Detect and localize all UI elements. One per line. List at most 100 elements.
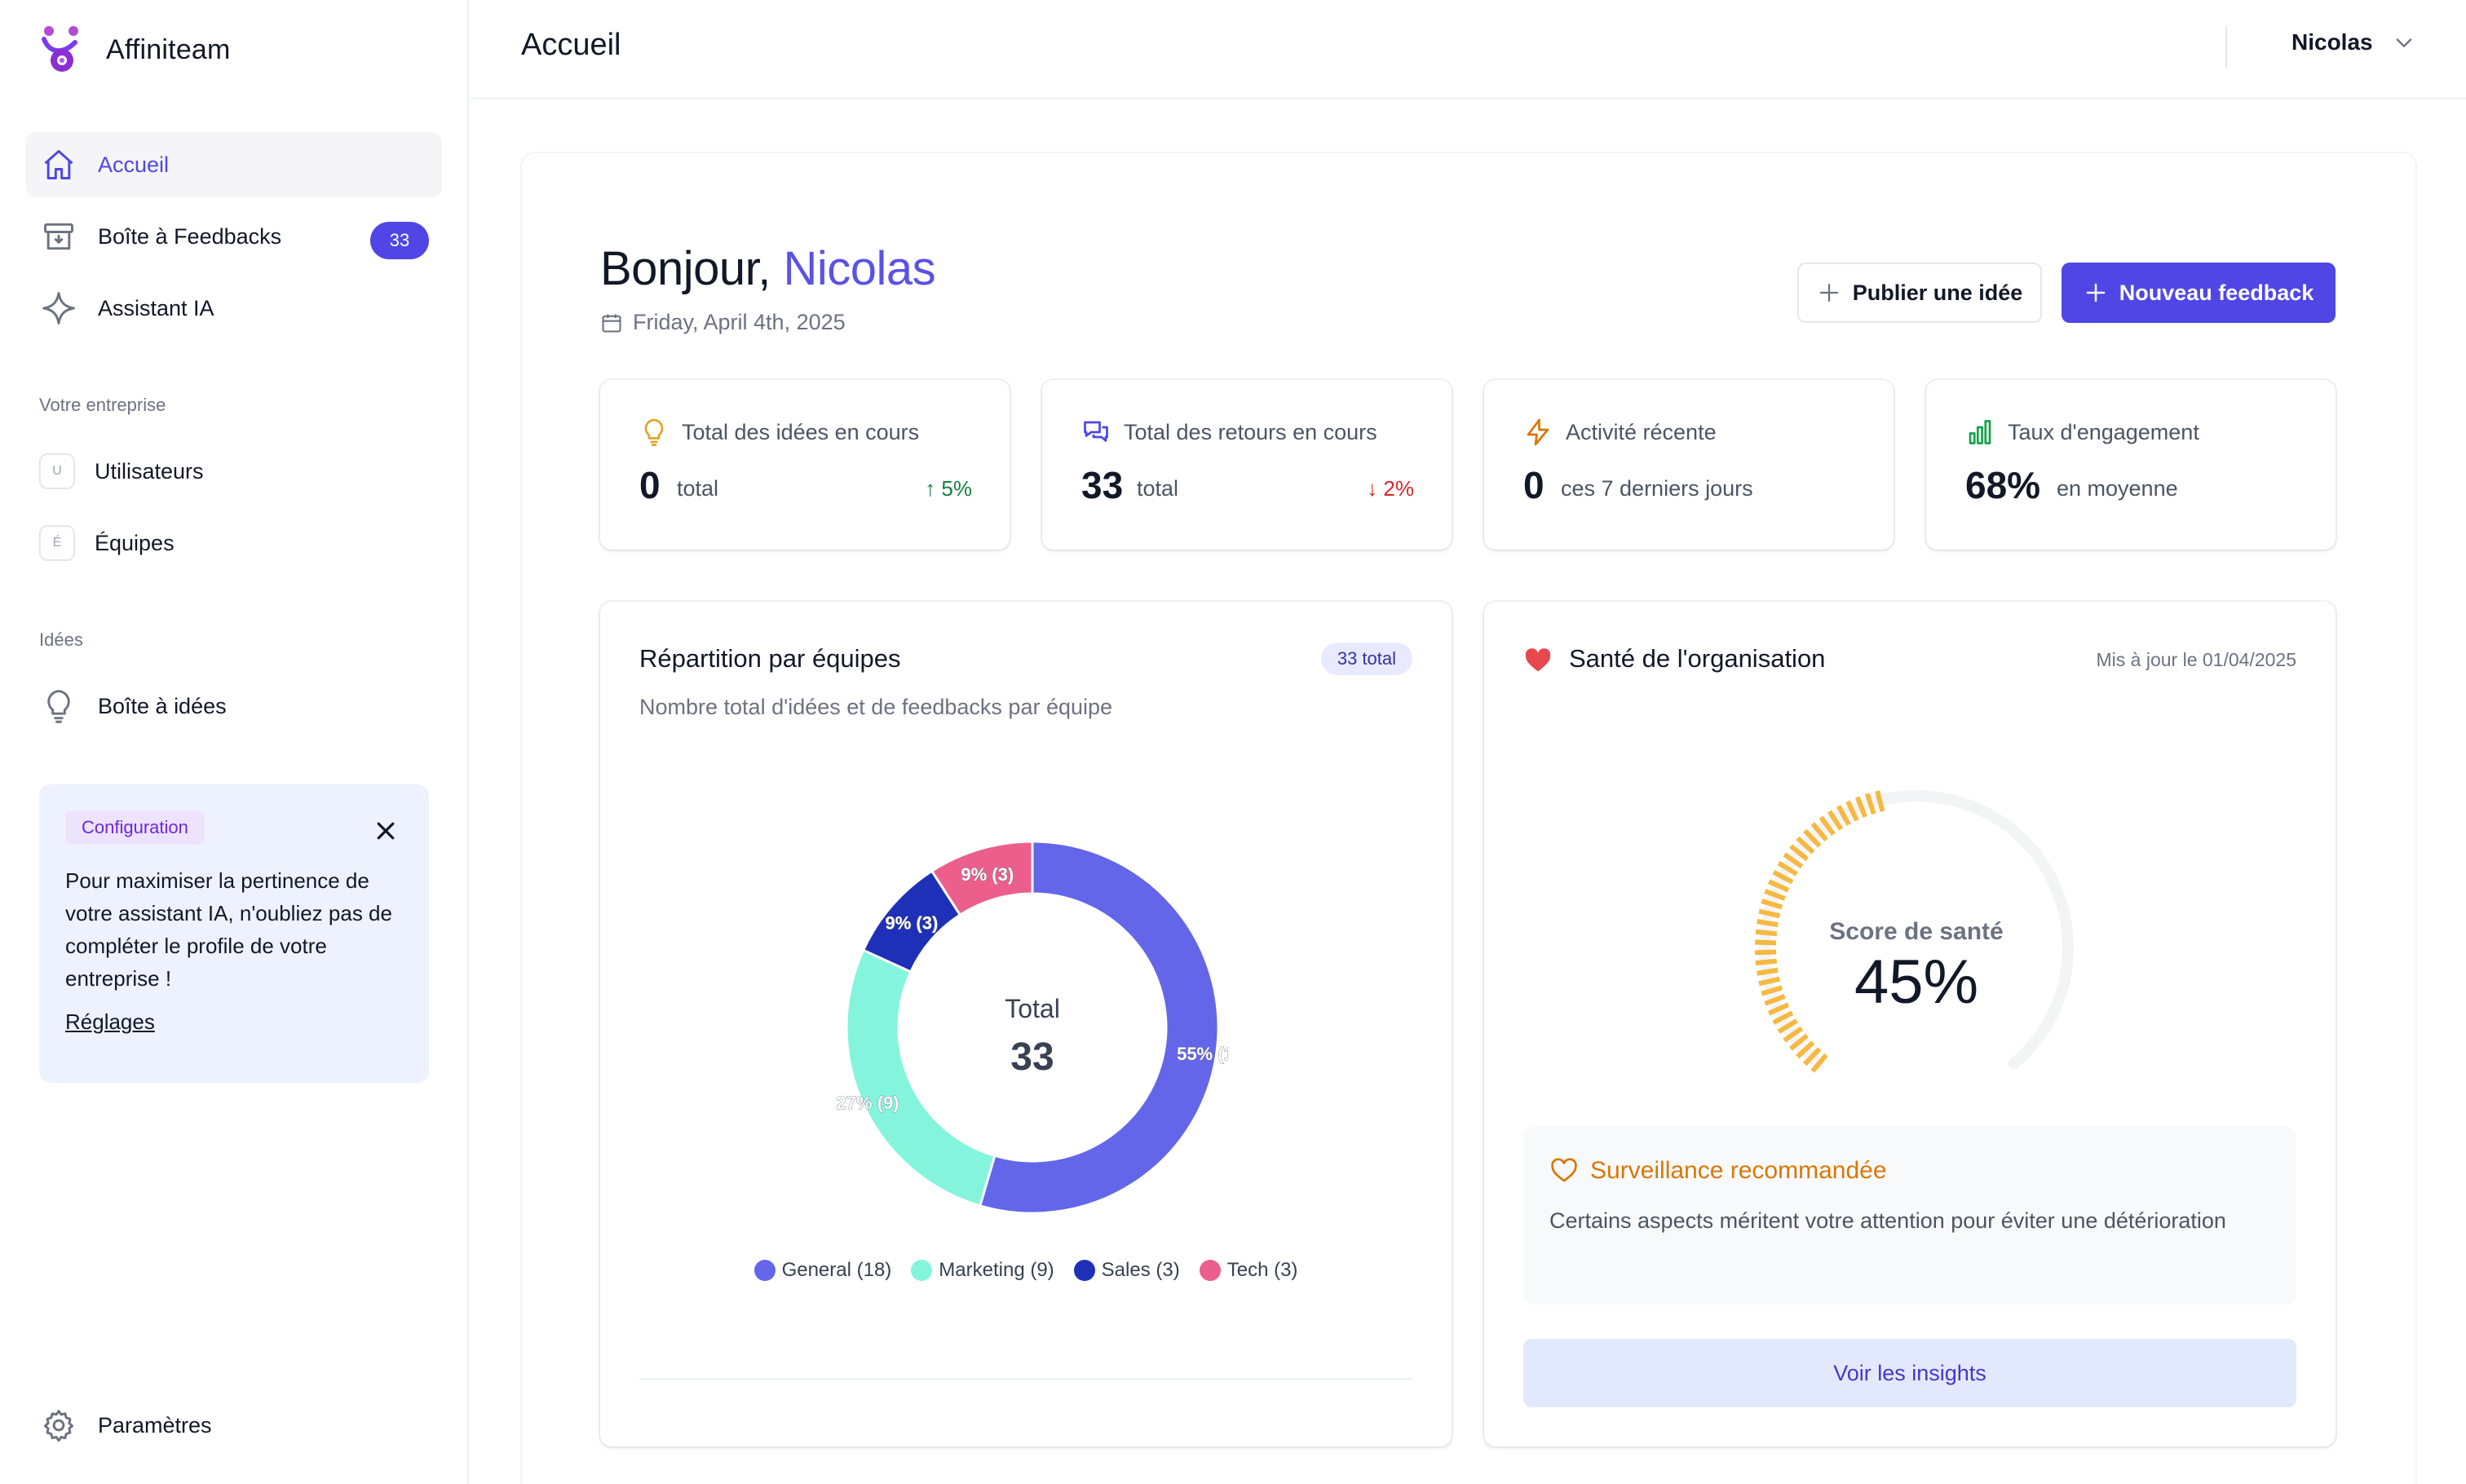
plus-icon xyxy=(2086,283,2105,303)
gauge-svg: Score de santé 45% xyxy=(1755,790,2074,1073)
stat-value: 68% xyxy=(1965,464,2041,506)
gauge-tick xyxy=(1777,1018,1798,1034)
sidebar-item-teams[interactable]: É Équipes xyxy=(26,510,442,576)
lightbulb-icon xyxy=(39,687,78,726)
donut-slice-tech[interactable] xyxy=(930,840,1034,917)
gauge-tick xyxy=(1796,1040,1815,1059)
gauge-tick xyxy=(1761,985,1783,996)
gauge-tick xyxy=(1783,852,1804,869)
stat-unit: total xyxy=(677,476,719,501)
health-gauge: Score de santé 45% xyxy=(1745,776,2088,1119)
publish-idea-button[interactable]: Publier une idée xyxy=(1797,263,2042,323)
legend-swatch xyxy=(754,1260,776,1281)
stat-unit: ces 7 derniers jours xyxy=(1561,476,1753,501)
sidebar-item-label: Boîte à idées xyxy=(98,693,227,718)
card-title: Santé de l'organisation xyxy=(1569,644,1826,673)
chat-icon xyxy=(1084,421,1108,442)
sidebar-item-accueil[interactable]: Accueil xyxy=(26,132,442,197)
donut-label-sales: 9% (3) xyxy=(885,913,938,934)
gauge-tick xyxy=(1864,793,1876,815)
donut-label-marketing: 27% (9) xyxy=(837,1093,899,1113)
sidebar-item-label: Équipes xyxy=(95,530,175,555)
sidebar-item-feedbacks[interactable]: Boîte à Feedbacks 33 xyxy=(26,204,442,269)
view-insights-button[interactable]: Voir les insights xyxy=(1523,1339,2296,1407)
user-menu[interactable]: Nicolas xyxy=(2291,29,2415,55)
stat-card-engagement: Taux d'engagement 68% en moyenne xyxy=(1926,380,2336,550)
score-label: Score de santé xyxy=(1829,918,2003,945)
gauge-tick xyxy=(1783,1026,1804,1043)
close-icon[interactable] xyxy=(373,819,398,843)
stat-label: Activité récente xyxy=(1566,419,1717,444)
donut-label-general: 55% (18) xyxy=(1177,1044,1228,1064)
gear-icon xyxy=(39,1406,78,1445)
greeting: Bonjour, Nicolas xyxy=(600,241,936,296)
gauge-tick xyxy=(1764,889,1786,901)
users-letter-icon: U xyxy=(39,453,75,489)
calendar-icon xyxy=(602,314,621,333)
configuration-text: Pour maximiser la pertinence de votre as… xyxy=(65,868,392,991)
page-title: Accueil xyxy=(521,28,621,62)
plus-icon xyxy=(1819,283,1838,303)
sidebar-item-label: Boîte à Feedbacks xyxy=(98,223,282,249)
chevron-down-icon xyxy=(2396,38,2411,47)
legend-item-marketing[interactable]: Marketing (9) xyxy=(911,1259,1054,1282)
donut-label-tech: 9% (3) xyxy=(961,864,1014,885)
heart-outline-icon xyxy=(1551,1158,1577,1182)
sparkle-icon xyxy=(39,289,78,328)
sidebar-item-users[interactable]: U Utilisateurs xyxy=(26,439,442,504)
divider xyxy=(639,1378,1412,1380)
gauge-tick xyxy=(1772,1010,1794,1025)
brand[interactable]: Affiniteam xyxy=(38,21,231,78)
stat-unit: total xyxy=(1137,476,1179,501)
gauge-tick xyxy=(1777,860,1798,877)
legend-item-tech[interactable]: Tech (3) xyxy=(1199,1259,1298,1282)
settings-link[interactable]: Réglages xyxy=(65,1009,155,1034)
stat-unit: en moyenne xyxy=(2057,476,2178,501)
section-title-ideas: Idées xyxy=(39,629,83,650)
donut-slice-general[interactable] xyxy=(978,840,1220,1215)
top-bar: Accueil Nicolas xyxy=(471,0,2466,99)
gauge-tick xyxy=(1761,899,1783,910)
home-icon xyxy=(39,145,78,184)
current-date: Friday, April 4th, 2025 xyxy=(633,310,846,334)
heart-icon xyxy=(1525,648,1551,672)
gauge-tick xyxy=(1819,815,1836,837)
lightning-icon xyxy=(1527,418,1549,446)
configuration-chip: Configuration xyxy=(65,810,205,845)
new-feedback-button[interactable]: Nouveau feedback xyxy=(2062,263,2336,323)
donut-slice-marketing[interactable] xyxy=(845,948,997,1208)
bar-chart-icon xyxy=(1969,420,1991,444)
gauge-tick xyxy=(1755,929,1778,937)
stat-value: 0 xyxy=(1523,464,1545,506)
new-feedback-label: Nouveau feedback xyxy=(2119,280,2314,305)
donut-center-value: 33 xyxy=(1010,1036,1054,1079)
stat-trend: ↓ 2% xyxy=(1367,476,1414,501)
stat-value: 0 xyxy=(639,464,661,506)
gauge-tick xyxy=(1803,1047,1822,1067)
legend-label: Tech (3) xyxy=(1226,1259,1298,1281)
publish-idea-label: Publier une idée xyxy=(1852,280,2023,305)
legend-swatch xyxy=(1073,1260,1095,1281)
total-chip: 33 total xyxy=(1320,643,1412,675)
sidebar-item-assistant[interactable]: Assistant IA xyxy=(26,276,442,341)
stat-label: Total des idées en cours xyxy=(682,419,920,444)
configuration-card: Configuration Pour maximiser la pertinen… xyxy=(39,784,429,1083)
gauge-tick xyxy=(1810,1053,1828,1073)
legend-item-general[interactable]: General (18) xyxy=(754,1259,891,1282)
greeting-name: Nicolas xyxy=(783,242,936,295)
gauge-tick xyxy=(1827,810,1844,831)
legend-item-sales[interactable]: Sales (3) xyxy=(1073,1259,1180,1282)
gauge-tick xyxy=(1757,967,1779,976)
gauge-tick xyxy=(1758,976,1781,987)
brand-name: Affiniteam xyxy=(106,33,231,65)
gauge-tick xyxy=(1767,1002,1790,1016)
stat-value: 33 xyxy=(1081,464,1124,506)
sidebar-item-ideas-box[interactable]: Boîte à idées xyxy=(26,674,442,739)
affiniteam-logo-icon xyxy=(42,26,78,72)
chart-legend: General (18) Marketing (9) Sales (3) Tech (… xyxy=(600,1259,1452,1282)
gauge-tick xyxy=(1803,828,1822,848)
gauge-tick xyxy=(1755,939,1777,946)
donut-center-label: Total xyxy=(1005,994,1060,1023)
sidebar-item-settings[interactable]: Paramètres xyxy=(26,1393,442,1458)
gauge-tick xyxy=(1854,796,1868,818)
